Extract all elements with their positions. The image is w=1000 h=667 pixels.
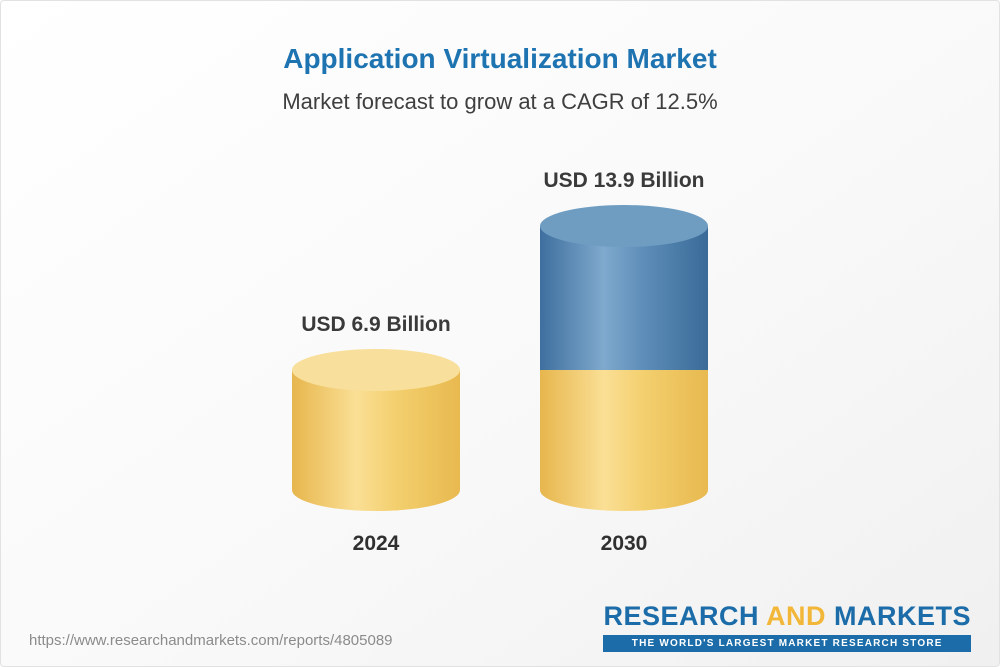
cylinder-2030: [540, 205, 708, 511]
page-title: Application Virtualization Market: [283, 43, 717, 74]
logo-word-research: RESEARCH: [603, 601, 759, 631]
bar-value-label-2024: USD 6.9 Billion: [301, 312, 451, 336]
bar-value-label-2030: USD 13.9 Billion: [543, 169, 705, 193]
x-axis-label-2024: 2024: [352, 532, 400, 555]
page-subtitle: Market forecast to grow at a CAGR of 12.…: [282, 89, 718, 114]
x-axis-label-2030: 2030: [600, 532, 648, 555]
bar-2030-growth-segment: [540, 226, 708, 370]
bar-2024-body: [292, 369, 460, 511]
logo-word-and: AND: [765, 601, 826, 631]
bar-group-2030: USD 13.9 Billion: [540, 169, 708, 511]
cylinder-2024-cap: [292, 348, 460, 391]
bar-2030-base-segment: [540, 369, 708, 511]
logo-word-markets: MARKETS: [834, 601, 971, 631]
cylinder-2030-cap: [540, 205, 708, 248]
logo-tagline: THE WORLD'S LARGEST MARKET RESEARCH STOR…: [603, 635, 971, 652]
cylinder-2024: [292, 348, 460, 511]
report-url: https://www.researchandmarkets.com/repor…: [29, 632, 393, 649]
bar-group-2024: USD 6.9 Billion: [292, 313, 460, 511]
footer: https://www.researchandmarkets.com/repor…: [1, 601, 999, 652]
logo-wordmark: RESEARCH AND MARKETS: [603, 601, 971, 632]
research-and-markets-logo: RESEARCH AND MARKETS THE WORLD'S LARGEST…: [603, 601, 971, 652]
